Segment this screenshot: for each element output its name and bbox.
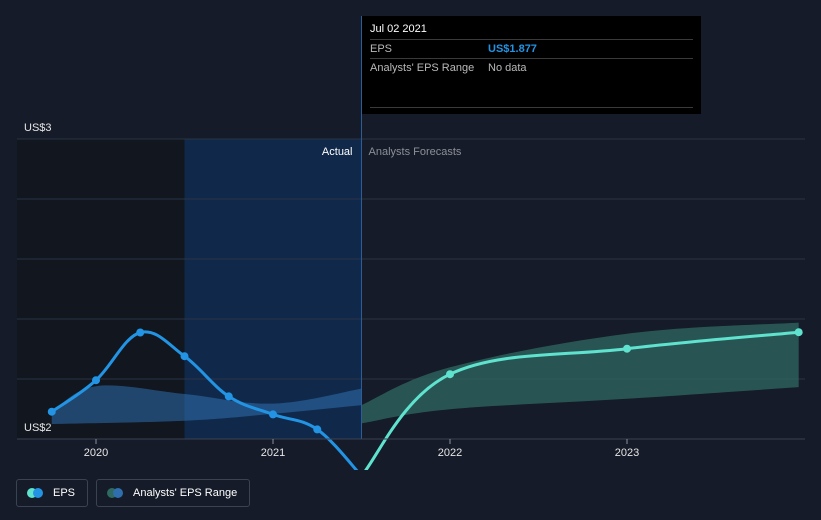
- tooltip-date: Jul 02 2021: [370, 23, 693, 40]
- x-tick-label: 2021: [261, 447, 285, 459]
- eps-range-area-actual: [51, 385, 362, 424]
- actual-region-label: Actual: [322, 146, 353, 158]
- hover-tooltip: Jul 02 2021 EPS US$1.877 Analysts' EPS R…: [362, 16, 701, 114]
- eps-actual-point: [92, 376, 100, 385]
- eps-forecast-point: [794, 328, 803, 337]
- tooltip-range-row: Analysts' EPS Range No data: [370, 59, 693, 77]
- legend: EPS Analysts' EPS Range: [16, 479, 251, 507]
- x-tick-label: 2020: [84, 447, 108, 459]
- legend-eps-toggle[interactable]: EPS: [16, 479, 89, 507]
- tooltip-spacer: [370, 77, 693, 108]
- eps-forecast-point: [446, 370, 454, 379]
- eps-forecast-line: [364, 330, 801, 470]
- eps-actual-point: [180, 352, 189, 361]
- eps-actual-point: [313, 425, 322, 434]
- actual-period-highlight: [184, 139, 362, 439]
- x-tick-label: 2022: [438, 447, 462, 459]
- eps-actual-point: [269, 410, 277, 419]
- y-axis-bottom-label: US$2: [24, 422, 52, 434]
- eps-actual-point: [224, 392, 233, 401]
- tooltip-range-label: Analysts' EPS Range: [370, 62, 475, 74]
- legend-range-label: Analysts' EPS Range: [133, 487, 238, 499]
- x-axis-ticks: 2020 2021 2022 2023: [84, 439, 639, 459]
- range-legend-icon: [107, 488, 125, 498]
- y-axis-top-label: US$3: [24, 122, 52, 134]
- eps-range-area-forecast: [361, 322, 799, 424]
- eps-actual-point: [136, 328, 145, 337]
- legend-range-toggle[interactable]: Analysts' EPS Range: [96, 479, 251, 507]
- tooltip-eps-value: US$1.877: [488, 43, 537, 55]
- eps-actual-point: [47, 407, 56, 416]
- forecast-region-label: Analysts Forecasts: [369, 146, 462, 158]
- eps-legend-icon: [27, 488, 45, 498]
- tooltip-eps-row: EPS US$1.877: [370, 40, 693, 59]
- tooltip-range-value: No data: [488, 62, 527, 74]
- eps-forecast-point: [623, 344, 631, 353]
- legend-eps-label: EPS: [53, 487, 76, 499]
- x-tick-label: 2023: [615, 447, 639, 459]
- eps-points: [47, 328, 803, 434]
- eps-chart: 2020 2021 2022 2023 US$3 US$2 Actual Analys…: [17, 16, 805, 470]
- tooltip-eps-label: EPS: [370, 43, 393, 55]
